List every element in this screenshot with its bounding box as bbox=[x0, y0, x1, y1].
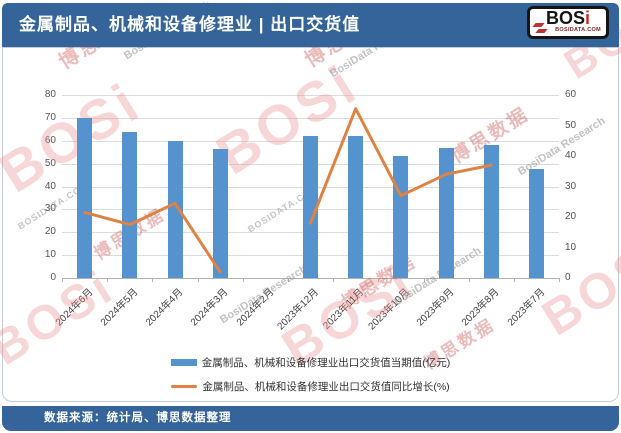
legend-item-line: 金属制品、机械和设备修理业出口交货值同比增长(%) bbox=[0, 374, 621, 398]
right-axis-tick-label: 30 bbox=[565, 180, 577, 192]
gridline bbox=[62, 95, 559, 96]
bar bbox=[212, 148, 228, 278]
x-axis-tick bbox=[468, 278, 470, 282]
bar bbox=[77, 117, 93, 278]
bar bbox=[167, 140, 183, 279]
x-axis-tick bbox=[62, 278, 63, 282]
brand-logo-site: BOSIDATA.COM bbox=[555, 27, 601, 33]
legend-bar-label: 金属制品、机械和设备修理业出口交货值当期值(亿元) bbox=[201, 356, 451, 369]
x-axis-tick bbox=[513, 278, 515, 282]
x-axis-tick bbox=[152, 278, 154, 282]
x-axis-tick bbox=[107, 278, 109, 282]
left-axis-tick-label: 10 bbox=[44, 249, 56, 261]
left-axis-tick-label: 0 bbox=[50, 272, 56, 283]
bar bbox=[122, 131, 138, 278]
brand-logo: BOSi BOSIDATA.COM bbox=[527, 6, 609, 39]
right-axis-tick-label: 40 bbox=[565, 150, 577, 161]
legend-line-label: 金属制品、机械和设备修理业出口交货值同比增长(%) bbox=[202, 380, 450, 393]
page-title: 金属制品、机械和设备修理业 | 出口交货值 bbox=[19, 15, 361, 34]
x-axis-tick bbox=[378, 278, 380, 282]
header-bar: 金属制品、机械和设备修理业 | 出口交货值 bbox=[2, 3, 619, 47]
left-axis-tick-label: 80 bbox=[44, 89, 56, 100]
right-axis-tick-label: 0 bbox=[565, 272, 571, 283]
x-axis-line bbox=[62, 278, 559, 279]
left-axis-tick-label: 40 bbox=[44, 180, 56, 192]
left-axis-tick-label: 70 bbox=[44, 111, 56, 123]
x-axis-tick bbox=[333, 278, 335, 282]
bar bbox=[438, 147, 454, 278]
left-axis-tick-label: 50 bbox=[44, 157, 56, 169]
bar bbox=[303, 136, 318, 278]
brand-logo-text: BOSi bbox=[545, 8, 591, 28]
left-axis-tick-label: 30 bbox=[44, 203, 56, 215]
footer-bar: 数据来源：统计局、博思数据整理 bbox=[2, 406, 619, 431]
bar bbox=[348, 136, 364, 278]
x-axis-tick bbox=[559, 278, 560, 282]
right-axis-tick-label: 20 bbox=[565, 211, 577, 222]
bar bbox=[393, 155, 409, 278]
x-axis-tick bbox=[287, 278, 289, 282]
x-axis-tick bbox=[242, 278, 244, 282]
left-axis-tick-label: 20 bbox=[44, 226, 56, 238]
left-axis-tick-label: 60 bbox=[44, 134, 56, 146]
right-axis-tick-label: 60 bbox=[565, 89, 577, 100]
legend-line-swatch bbox=[171, 384, 198, 388]
bar bbox=[528, 169, 544, 278]
x-axis-tick bbox=[423, 278, 425, 282]
data-source-note: 数据来源：统计局、博思数据整理 bbox=[44, 412, 232, 424]
legend-bar-swatch bbox=[170, 358, 197, 366]
right-axis-tick-label: 10 bbox=[565, 241, 577, 253]
legend-item-bar: 金属制品、机械和设备修理业出口交货值当期值(亿元) bbox=[0, 350, 621, 374]
bar bbox=[483, 145, 499, 278]
right-axis-tick-label: 50 bbox=[565, 119, 577, 131]
chart-legend: 金属制品、机械和设备修理业出口交货值当期值(亿元) 金属制品、机械和设备修理业出… bbox=[0, 350, 621, 398]
x-axis-tick bbox=[197, 278, 199, 282]
